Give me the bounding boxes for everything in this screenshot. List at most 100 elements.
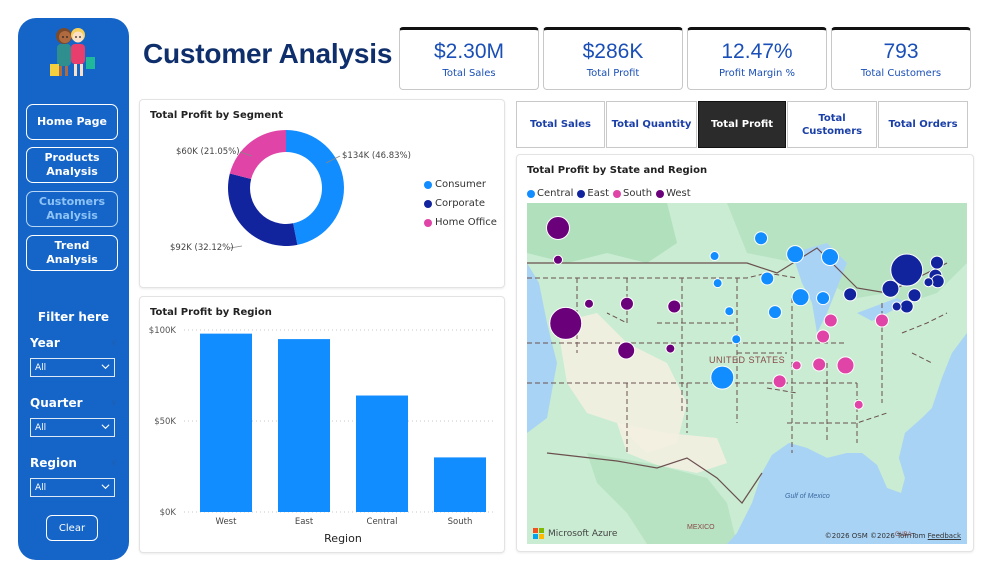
legend-consumer[interactable]: Consumer	[424, 179, 486, 190]
map-bubble-west[interactable]	[619, 296, 634, 311]
nav-customers-analysis[interactable]: Customers Analysis	[26, 191, 118, 227]
map-bubble-south[interactable]	[836, 356, 855, 375]
great-lakes	[792, 243, 847, 333]
map-bubble-central[interactable]	[816, 291, 831, 306]
donut-slice-corporate[interactable]	[228, 173, 298, 246]
bar-chart: $0K $50K $100K West East Central South Region	[149, 326, 496, 545]
chevron-down-icon	[101, 424, 110, 430]
tab-total-sales[interactable]: Total Sales	[516, 101, 605, 148]
map-bubble-central[interactable]	[712, 278, 723, 289]
map-bubble-central[interactable]	[768, 305, 782, 320]
tab-total-profit[interactable]: Total Profit	[698, 101, 786, 148]
region-bar-panel: Total Profit by Region $0K $50K $100K West E…	[139, 296, 505, 553]
map-canvas[interactable]: UNITED STATES Gulf of Mexico MEXICO CUBA…	[527, 203, 967, 544]
map-legend-south[interactable]: South	[613, 188, 652, 199]
map-credits: ©2026 OSM ©2026 TomTom Feedback	[825, 532, 961, 540]
microsoft-azure-logo: Microsoft Azure	[533, 528, 617, 539]
donut-slice-home-office[interactable]	[229, 130, 286, 180]
region-collapse-chevron-icon[interactable]: ∨	[110, 458, 117, 468]
microsoft-logo-icon	[533, 528, 544, 539]
map-bubble-east[interactable]	[890, 253, 924, 287]
map-bubble-central[interactable]	[791, 288, 810, 307]
chevron-down-icon	[101, 484, 110, 490]
map-legend-central[interactable]: Central	[527, 188, 573, 199]
donut-slice-consumer[interactable]	[286, 130, 344, 245]
map-bubble-south[interactable]	[772, 374, 787, 389]
map-bubble-central[interactable]	[731, 334, 742, 345]
map-bubble-west[interactable]	[617, 341, 636, 360]
legend-label: Consumer	[435, 179, 486, 190]
map-bubble-south[interactable]	[823, 313, 838, 328]
map-bubble-south[interactable]	[812, 357, 827, 372]
kpi-label: Total Profit	[586, 68, 640, 79]
map-bubble-east[interactable]	[843, 287, 858, 302]
map-bubble-west[interactable]	[546, 215, 570, 240]
kpi-value: 12.47%	[721, 40, 793, 63]
tab-total-quantity[interactable]: Total Quantity	[606, 101, 697, 148]
data-label-leader-line	[239, 151, 253, 157]
nav-products-analysis[interactable]: Products Analysis	[26, 147, 118, 183]
nav-home-page[interactable]: Home Page	[26, 104, 118, 140]
x-tick-label: Central	[367, 517, 398, 527]
legend-corporate[interactable]: Corporate	[424, 198, 485, 209]
data-label-leader-line	[229, 245, 243, 249]
clear-filters-button[interactable]: Clear	[46, 515, 98, 541]
map-bubble-east[interactable]	[907, 288, 922, 303]
map-legend-west[interactable]: West	[656, 188, 691, 199]
map-bubble-west[interactable]	[553, 254, 563, 265]
credits-text: ©2026 OSM ©2026 TomTom	[824, 532, 926, 540]
bar-central[interactable]	[356, 395, 408, 512]
bar-east[interactable]	[278, 339, 330, 512]
map-bubble-central[interactable]	[709, 251, 720, 262]
kpi-value: 793	[883, 40, 919, 63]
map-svg[interactable]: UNITED STATES Gulf of Mexico MEXICO CUBA	[527, 203, 967, 544]
bar-south[interactable]	[434, 457, 486, 512]
x-tick-label: West	[216, 517, 238, 527]
map-bubble-west[interactable]	[665, 343, 676, 354]
map-bubble-central[interactable]	[710, 365, 735, 390]
map-bubble-central[interactable]	[821, 247, 840, 266]
map-bubble-east[interactable]	[929, 255, 944, 270]
bar-west[interactable]	[200, 333, 252, 512]
year-dropdown[interactable]: All	[30, 358, 115, 377]
nav-trend-analysis[interactable]: Trend Analysis	[26, 235, 118, 271]
x-tick-label: East	[295, 517, 314, 527]
map-bubble-south[interactable]	[874, 313, 889, 328]
quarter-filter-label: Quarter	[30, 396, 83, 410]
region-dropdown[interactable]: All	[30, 478, 115, 497]
map-bubble-south[interactable]	[853, 399, 864, 410]
feedback-link[interactable]: Feedback	[927, 532, 961, 540]
map-bubble-west[interactable]	[667, 299, 682, 314]
legend-dot-icon	[613, 189, 621, 198]
map-bubble-west[interactable]	[584, 298, 594, 309]
y-tick-label: $100K	[149, 326, 177, 336]
donut-data-label: $92K (32.12%)	[170, 243, 234, 253]
map-legend-east[interactable]: East	[577, 188, 609, 199]
map-bubble-east[interactable]	[923, 277, 934, 288]
kpi-card-profit-margin: 12.47% Profit Margin %	[687, 27, 827, 90]
year-collapse-chevron-icon[interactable]: ∨	[110, 338, 117, 348]
tab-total-orders[interactable]: Total Orders	[878, 101, 968, 148]
map-bubble-south[interactable]	[816, 329, 831, 344]
map-bubble-east[interactable]	[881, 279, 900, 298]
year-filter-label: Year	[30, 336, 60, 350]
mexico-land	[587, 453, 737, 544]
year-dropdown-value: All	[35, 362, 47, 373]
map-bubble-central[interactable]	[786, 245, 805, 264]
map-bubble-east[interactable]	[891, 301, 902, 312]
legend-home-office[interactable]: Home Office	[424, 217, 497, 228]
map-bubble-west[interactable]	[549, 306, 583, 340]
map-title: Total Profit by State and Region	[527, 165, 708, 176]
quarter-collapse-chevron-icon[interactable]: ∨	[110, 398, 117, 408]
quarter-dropdown-value: All	[35, 422, 47, 433]
quarter-dropdown[interactable]: All	[30, 418, 115, 437]
tab-total-customers[interactable]: Total Customers	[787, 101, 877, 148]
map-bubble-central[interactable]	[754, 231, 769, 246]
map-bubble-central[interactable]	[760, 271, 775, 286]
kpi-value: $286K	[582, 40, 644, 63]
map-bubble-east[interactable]	[899, 299, 914, 314]
map-bubble-central[interactable]	[724, 306, 735, 317]
kpi-card-total-customers: 793 Total Customers	[831, 27, 971, 90]
map-bubble-south[interactable]	[791, 360, 802, 371]
